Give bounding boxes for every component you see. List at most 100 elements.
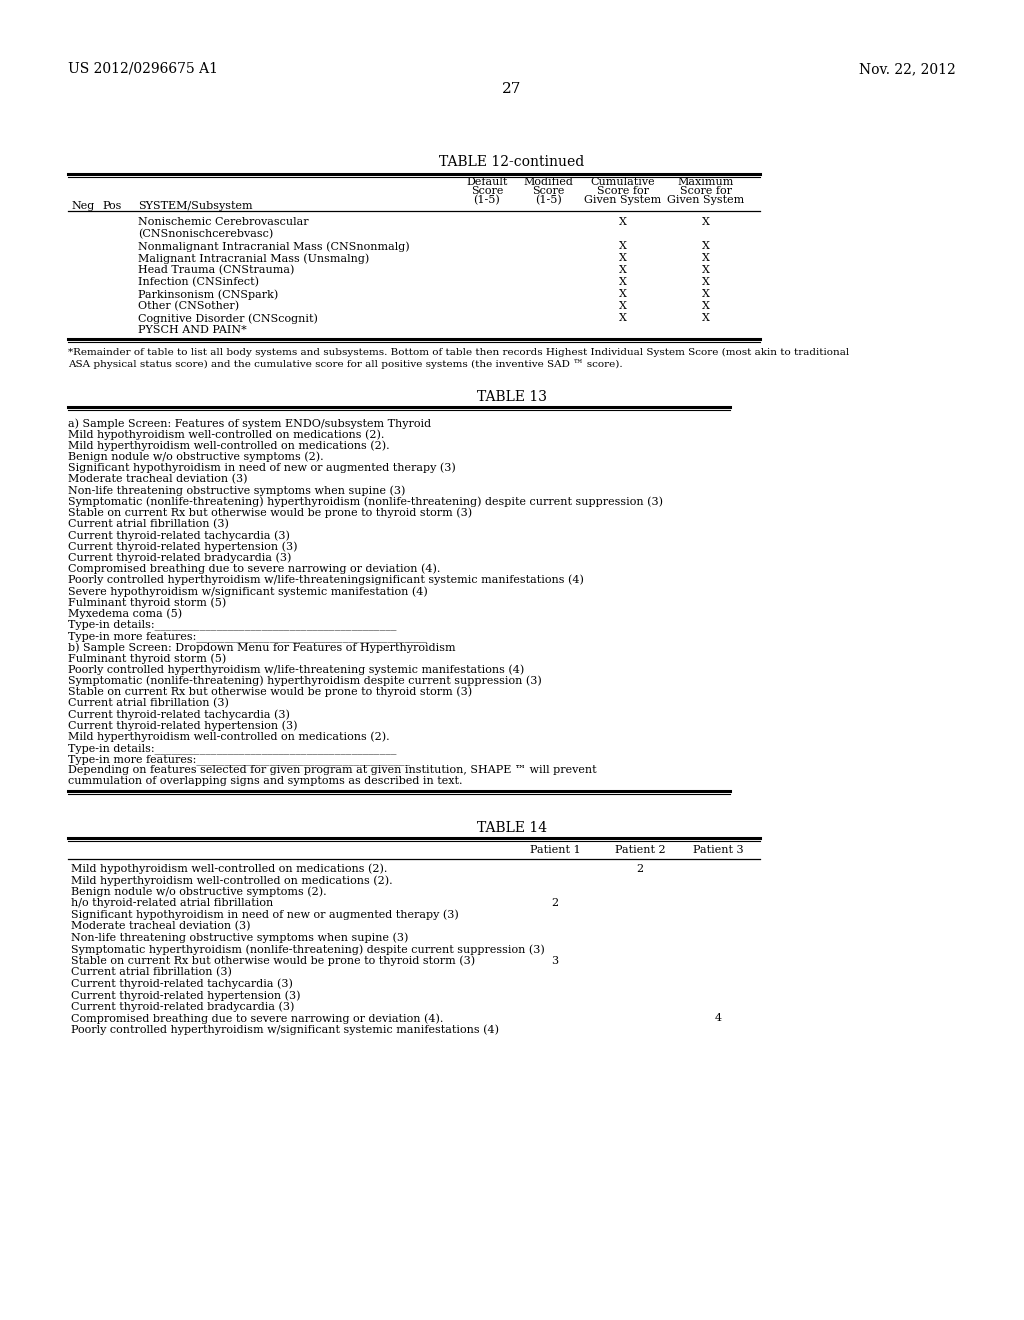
Text: X: X: [702, 313, 710, 323]
Text: Stable on current Rx but otherwise would be prone to thyroid storm (3): Stable on current Rx but otherwise would…: [71, 956, 475, 966]
Text: Neg: Neg: [71, 201, 94, 211]
Text: X: X: [620, 313, 627, 323]
Text: Current thyroid-related hypertension (3): Current thyroid-related hypertension (3): [68, 721, 298, 731]
Text: Symptomatic hyperthyroidism (nonlife-threatening) despite current suppression (3: Symptomatic hyperthyroidism (nonlife-thr…: [71, 944, 545, 954]
Text: Poorly controlled hyperthyroidism w/life-threatening systemic manifestations (4): Poorly controlled hyperthyroidism w/life…: [68, 664, 524, 675]
Text: Mild hyperthyroidism well-controlled on medications (2).: Mild hyperthyroidism well-controlled on …: [68, 731, 389, 742]
Text: Benign nodule w/o obstructive symptoms (2).: Benign nodule w/o obstructive symptoms (…: [71, 887, 327, 898]
Text: X: X: [620, 277, 627, 286]
Text: Given System: Given System: [668, 195, 744, 205]
Text: cummulation of overlapping signs and symptoms as described in text.: cummulation of overlapping signs and sym…: [68, 776, 463, 787]
Text: TABLE 14: TABLE 14: [477, 821, 547, 834]
Text: (1-5): (1-5): [474, 195, 501, 206]
Text: Non-life threatening obstructive symptoms when supine (3): Non-life threatening obstructive symptom…: [71, 933, 409, 944]
Text: Nonischemic Cerebrovascular: Nonischemic Cerebrovascular: [138, 216, 308, 227]
Text: Stable on current Rx but otherwise would be prone to thyroid storm (3): Stable on current Rx but otherwise would…: [68, 686, 472, 697]
Text: Moderate tracheal deviation (3): Moderate tracheal deviation (3): [68, 474, 248, 484]
Text: Benign nodule w/o obstructive symptoms (2).: Benign nodule w/o obstructive symptoms (…: [68, 451, 324, 462]
Text: Score: Score: [531, 186, 564, 195]
Text: Pos: Pos: [102, 201, 122, 211]
Text: Poorly controlled hyperthyroidism w/life-threateningsignificant systemic manifes: Poorly controlled hyperthyroidism w/life…: [68, 574, 584, 585]
Text: Poorly controlled hyperthyroidism w/significant systemic manifestations (4): Poorly controlled hyperthyroidism w/sign…: [71, 1024, 499, 1035]
Text: Mild hypothyroidism well-controlled on medications (2).: Mild hypothyroidism well-controlled on m…: [71, 863, 387, 874]
Text: *Remainder of table to list all body systems and subsystems. Bottom of table the: *Remainder of table to list all body sys…: [68, 348, 849, 358]
Text: Severe hypothyroidism w/significant systemic manifestation (4): Severe hypothyroidism w/significant syst…: [68, 586, 428, 597]
Text: Other (CNSother): Other (CNSother): [138, 301, 240, 312]
Text: X: X: [702, 253, 710, 263]
Text: Compromised breathing due to severe narrowing or deviation (4).: Compromised breathing due to severe narr…: [68, 564, 440, 574]
Text: X: X: [702, 277, 710, 286]
Text: Current atrial fibrillation (3): Current atrial fibrillation (3): [68, 519, 229, 529]
Text: Symptomatic (nonlife-threatening) hyperthyroidism (nonlife-threatening) despite : Symptomatic (nonlife-threatening) hypert…: [68, 496, 663, 507]
Text: Default: Default: [466, 177, 508, 187]
Text: Compromised breathing due to severe narrowing or deviation (4).: Compromised breathing due to severe narr…: [71, 1014, 443, 1024]
Text: Moderate tracheal deviation (3): Moderate tracheal deviation (3): [71, 921, 251, 932]
Text: Given System: Given System: [585, 195, 662, 205]
Text: 2: 2: [552, 898, 558, 908]
Text: Stable on current Rx but otherwise would be prone to thyroid storm (3): Stable on current Rx but otherwise would…: [68, 508, 472, 519]
Text: TABLE 12-continued: TABLE 12-continued: [439, 154, 585, 169]
Text: Nov. 22, 2012: Nov. 22, 2012: [859, 62, 956, 77]
Text: Head Trauma (CNStrauma): Head Trauma (CNStrauma): [138, 265, 294, 276]
Text: Score for: Score for: [597, 186, 649, 195]
Text: Type-in details:___________________________________________: Type-in details:________________________…: [68, 743, 396, 754]
Text: X: X: [620, 242, 627, 251]
Text: Current atrial fibrillation (3): Current atrial fibrillation (3): [71, 968, 231, 977]
Text: X: X: [620, 289, 627, 300]
Text: Score for: Score for: [680, 186, 732, 195]
Text: Myxedema coma (5): Myxedema coma (5): [68, 609, 182, 619]
Text: Cumulative: Cumulative: [591, 177, 655, 187]
Text: Malignant Intracranial Mass (Unsmalng): Malignant Intracranial Mass (Unsmalng): [138, 253, 370, 264]
Text: Fulminant thyroid storm (5): Fulminant thyroid storm (5): [68, 653, 226, 664]
Text: Type-in more features:______________________________________: Type-in more features:__________________…: [68, 754, 411, 764]
Text: h/o thyroid-related atrial fibrillation: h/o thyroid-related atrial fibrillation: [71, 898, 273, 908]
Text: Score: Score: [471, 186, 503, 195]
Text: Patient 1: Patient 1: [529, 845, 581, 854]
Text: X: X: [702, 242, 710, 251]
Text: Significant hypothyroidism in need of new or augmented therapy (3): Significant hypothyroidism in need of ne…: [68, 463, 456, 474]
Text: Infection (CNSinfect): Infection (CNSinfect): [138, 277, 259, 288]
Text: SYSTEM/Subsystem: SYSTEM/Subsystem: [138, 201, 253, 211]
Text: Current thyroid-related hypertension (3): Current thyroid-related hypertension (3): [68, 541, 298, 552]
Text: Current atrial fibrillation (3): Current atrial fibrillation (3): [68, 698, 229, 709]
Text: X: X: [702, 265, 710, 275]
Text: Depending on features selected for given program at given institution, SHAPE ™ w: Depending on features selected for given…: [68, 766, 597, 775]
Text: ASA physical status score) and the cumulative score for all positive systems (th: ASA physical status score) and the cumul…: [68, 359, 623, 368]
Text: 2: 2: [637, 863, 643, 874]
Text: Mild hyperthyroidism well-controlled on medications (2).: Mild hyperthyroidism well-controlled on …: [68, 441, 389, 451]
Text: Current thyroid-related tachycardia (3): Current thyroid-related tachycardia (3): [68, 531, 290, 541]
Text: Cognitive Disorder (CNScognit): Cognitive Disorder (CNScognit): [138, 313, 317, 323]
Text: X: X: [702, 301, 710, 312]
Text: Non-life threatening obstructive symptoms when supine (3): Non-life threatening obstructive symptom…: [68, 486, 406, 496]
Text: 27: 27: [503, 82, 521, 96]
Text: Type-in more features:_________________________________________: Type-in more features:__________________…: [68, 631, 427, 642]
Text: PYSCH AND PAIN*: PYSCH AND PAIN*: [138, 325, 247, 335]
Text: Significant hypothyroidism in need of new or augmented therapy (3): Significant hypothyroidism in need of ne…: [71, 909, 459, 920]
Text: Modified: Modified: [523, 177, 573, 187]
Text: Current thyroid-related tachycardia (3): Current thyroid-related tachycardia (3): [68, 709, 290, 719]
Text: Maximum: Maximum: [678, 177, 734, 187]
Text: Nonmalignant Intracranial Mass (CNSnonmalg): Nonmalignant Intracranial Mass (CNSnonma…: [138, 242, 410, 252]
Text: Type-in details:___________________________________________: Type-in details:________________________…: [68, 619, 396, 631]
Text: Patient 3: Patient 3: [692, 845, 743, 854]
Text: Current thyroid-related hypertension (3): Current thyroid-related hypertension (3): [71, 990, 300, 1001]
Text: 3: 3: [552, 956, 558, 966]
Text: a) Sample Screen: Features of system ENDO/subsystem Thyroid: a) Sample Screen: Features of system END…: [68, 418, 431, 429]
Text: X: X: [620, 216, 627, 227]
Text: X: X: [620, 301, 627, 312]
Text: Current thyroid-related tachycardia (3): Current thyroid-related tachycardia (3): [71, 978, 293, 989]
Text: Patient 2: Patient 2: [614, 845, 666, 854]
Text: TABLE 13: TABLE 13: [477, 389, 547, 404]
Text: X: X: [620, 253, 627, 263]
Text: Parkinsonism (CNSpark): Parkinsonism (CNSpark): [138, 289, 279, 300]
Text: Mild hypothyroidism well-controlled on medications (2).: Mild hypothyroidism well-controlled on m…: [68, 429, 384, 440]
Text: US 2012/0296675 A1: US 2012/0296675 A1: [68, 62, 218, 77]
Text: X: X: [702, 216, 710, 227]
Text: (CNSnonischcerebvasc): (CNSnonischcerebvasc): [138, 228, 273, 239]
Text: Current thyroid-related bradycardia (3): Current thyroid-related bradycardia (3): [71, 1002, 294, 1012]
Text: X: X: [702, 289, 710, 300]
Text: 4: 4: [715, 1014, 722, 1023]
Text: X: X: [620, 265, 627, 275]
Text: (1-5): (1-5): [535, 195, 561, 206]
Text: Fulminant thyroid storm (5): Fulminant thyroid storm (5): [68, 597, 226, 607]
